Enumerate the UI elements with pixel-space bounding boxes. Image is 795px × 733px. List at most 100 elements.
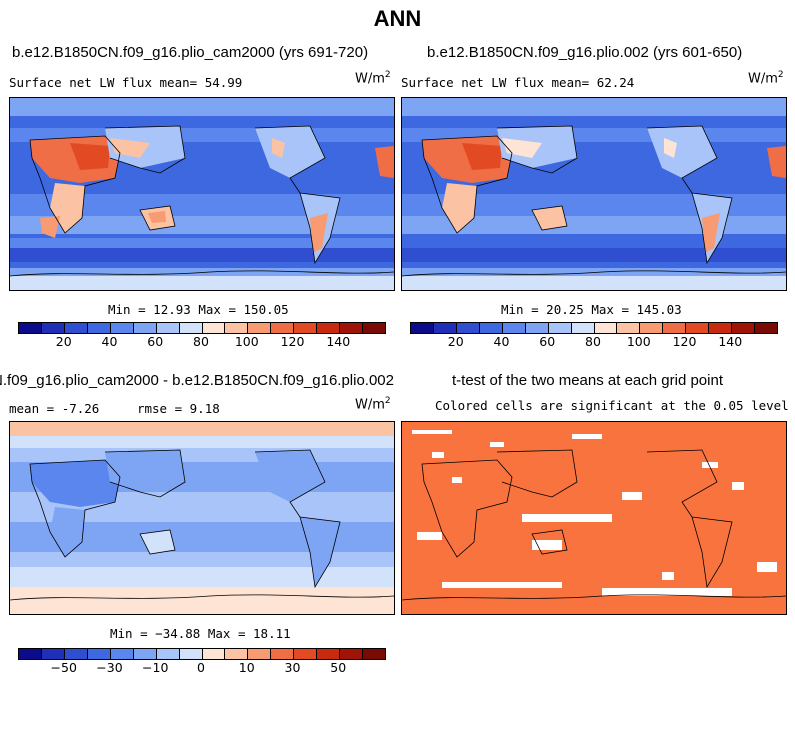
panel1-mean: 54.99: [204, 75, 243, 90]
panel3-colorbar-label: 0: [197, 660, 205, 675]
panel1-colorbar-swatch: [179, 323, 203, 333]
panel3-rmse-label: rmse =: [136, 401, 183, 416]
panel3-map: [9, 421, 395, 615]
panel3-mean-label: mean =: [9, 401, 55, 416]
panel2-colorbar-swatch: [732, 323, 756, 333]
main-title: ANN: [373, 6, 422, 31]
panel2-units: W/m2: [748, 70, 784, 87]
panel2-colorbar: [410, 322, 778, 334]
panel3-colorbar-swatch: [156, 649, 180, 659]
panel4-map: [401, 421, 787, 615]
panel3-colorbar-swatch: [41, 649, 65, 659]
panel2-colorbar-swatch: [709, 323, 733, 333]
panel1-colorbar-swatch: [225, 323, 249, 333]
panel4-subtitle: Colored cells are significant at the 0.0…: [435, 398, 789, 413]
panel2-colorbar-label: 20: [447, 334, 464, 349]
panel1-colorbar-swatch: [202, 323, 226, 333]
panel3-mean: -7.26: [61, 401, 100, 416]
panel2-colorbar-swatch: [479, 323, 503, 333]
panel2-variable: Surface net LW flux: [401, 75, 544, 90]
panel1-colorbar-swatch: [317, 323, 341, 333]
panel1-colorbar-label: 120: [280, 334, 305, 349]
panel3-colorbar-label: 30: [284, 660, 301, 675]
panel3-header: mean = -7.26 rmse = 9.18: [9, 401, 220, 416]
panel3-minmax: Min = −34.88 Max = 18.11: [110, 626, 291, 641]
panel1-max: 150.05: [243, 302, 289, 317]
panel3-colorbar-swatch: [19, 649, 42, 659]
panel1-colorbar-label: 100: [234, 334, 259, 349]
panel3-min: −34.88: [155, 626, 201, 641]
panel3-colorbar-swatch: [363, 649, 385, 659]
panel1-case-title: b.e12.B1850CN.f09_g16.plio_cam2000 (yrs …: [12, 44, 369, 61]
panel1-colorbar-swatch: [110, 323, 134, 333]
panel3-colorbar-swatch: [248, 649, 272, 659]
panel3-colorbar: [18, 648, 386, 660]
panel3-colorbar-swatch: [340, 649, 364, 659]
panel1-colorbar-label: 140: [326, 334, 351, 349]
panel1-map: [9, 97, 395, 291]
panel1-colorbar-swatch: [41, 323, 65, 333]
panel1-colorbar-swatch: [340, 323, 364, 333]
panel1-colorbar-label: 40: [101, 334, 118, 349]
panel2-minmax: Min = 20.25 Max = 145.03: [501, 302, 682, 317]
panel2-colorbar-swatch: [502, 323, 526, 333]
panel2-colorbar-swatch: [617, 323, 641, 333]
panel1-colorbar-label: 20: [55, 334, 72, 349]
panel3-colorbar-label: 10: [238, 660, 255, 675]
panel1-colorbar-swatch: [133, 323, 157, 333]
panel2-min: 20.25: [546, 302, 584, 317]
panel1-variable: Surface net LW flux: [9, 75, 152, 90]
panel2-mean-label: mean=: [551, 75, 590, 90]
panel2-colorbar-label: 140: [718, 334, 743, 349]
panel3-colorbar-label: −50: [50, 660, 77, 675]
panel1-colorbar-swatch: [271, 323, 295, 333]
panel3-max: 18.11: [253, 626, 291, 641]
panel3-colorbar-swatch: [271, 649, 295, 659]
panel2-colorbar-swatch: [548, 323, 572, 333]
panel1-colorbar-swatch: [19, 323, 42, 333]
panel2-colorbar-swatch: [686, 323, 710, 333]
panel1-colorbar-swatch: [64, 323, 88, 333]
panel2-colorbar-swatch: [571, 323, 595, 333]
panel3-colorbar-swatch: [87, 649, 111, 659]
panel2-colorbar-label: 100: [626, 334, 651, 349]
panel2-colorbar-label: 80: [585, 334, 601, 349]
panel2-header: Surface net LW flux mean= 62.24: [401, 75, 634, 90]
panel1-colorbar-label: 60: [147, 334, 164, 349]
panel3-colorbar-swatch: [64, 649, 88, 659]
panel1-colorbar-swatch: [87, 323, 111, 333]
panel1-colorbar-label: 80: [193, 334, 209, 349]
panel2-colorbar-swatch: [456, 323, 480, 333]
panel3-colorbar-labels: −50 −30 −10 0 10 30 50: [18, 660, 384, 676]
panel1-colorbar-labels: 20 40 60 80 100 120 140: [18, 334, 384, 350]
panel2-colorbar-label: 40: [493, 334, 510, 349]
panel1-colorbar-swatch: [248, 323, 272, 333]
panel2-colorbar-swatch: [663, 323, 687, 333]
panel2-colorbar-label: 60: [539, 334, 556, 349]
panel1-header: Surface net LW flux mean= 54.99: [9, 75, 242, 90]
panel3-colorbar-swatch: [225, 649, 249, 659]
panel3-colorbar-swatch: [294, 649, 318, 659]
panel1-colorbar: [18, 322, 386, 334]
panel1-units: W/m2: [355, 70, 391, 87]
panel1-minmax: Min = 12.93 Max = 150.05: [108, 302, 289, 317]
panel3-rmse: 9.18: [189, 401, 220, 416]
panel2-mean: 62.24: [596, 75, 635, 90]
panel2-colorbar-labels: 20 40 60 80 100 120 140: [410, 334, 776, 350]
panel3-colorbar-swatch: [110, 649, 134, 659]
panel3-case-title: b.e12.B1850CN.f09_g16.plio_cam2000 - b.e…: [0, 372, 394, 389]
panel4-title: t-test of the two means at each grid poi…: [452, 372, 723, 389]
panel2-colorbar-swatch: [594, 323, 618, 333]
panel3-colorbar-label: −30: [96, 660, 123, 675]
panel2-colorbar-label: 120: [672, 334, 697, 349]
panel2-colorbar-swatch: [433, 323, 457, 333]
panel3-colorbar-swatch: [133, 649, 157, 659]
panel3-units: W/m2: [355, 396, 391, 413]
panel1-min: 12.93: [153, 302, 191, 317]
panel2-map: [401, 97, 787, 291]
panel2-colorbar-swatch: [755, 323, 777, 333]
panel3-colorbar-swatch: [179, 649, 203, 659]
panel3-colorbar-label: −10: [142, 660, 169, 675]
panel3-colorbar-swatch: [202, 649, 226, 659]
panel2-colorbar-swatch: [525, 323, 549, 333]
